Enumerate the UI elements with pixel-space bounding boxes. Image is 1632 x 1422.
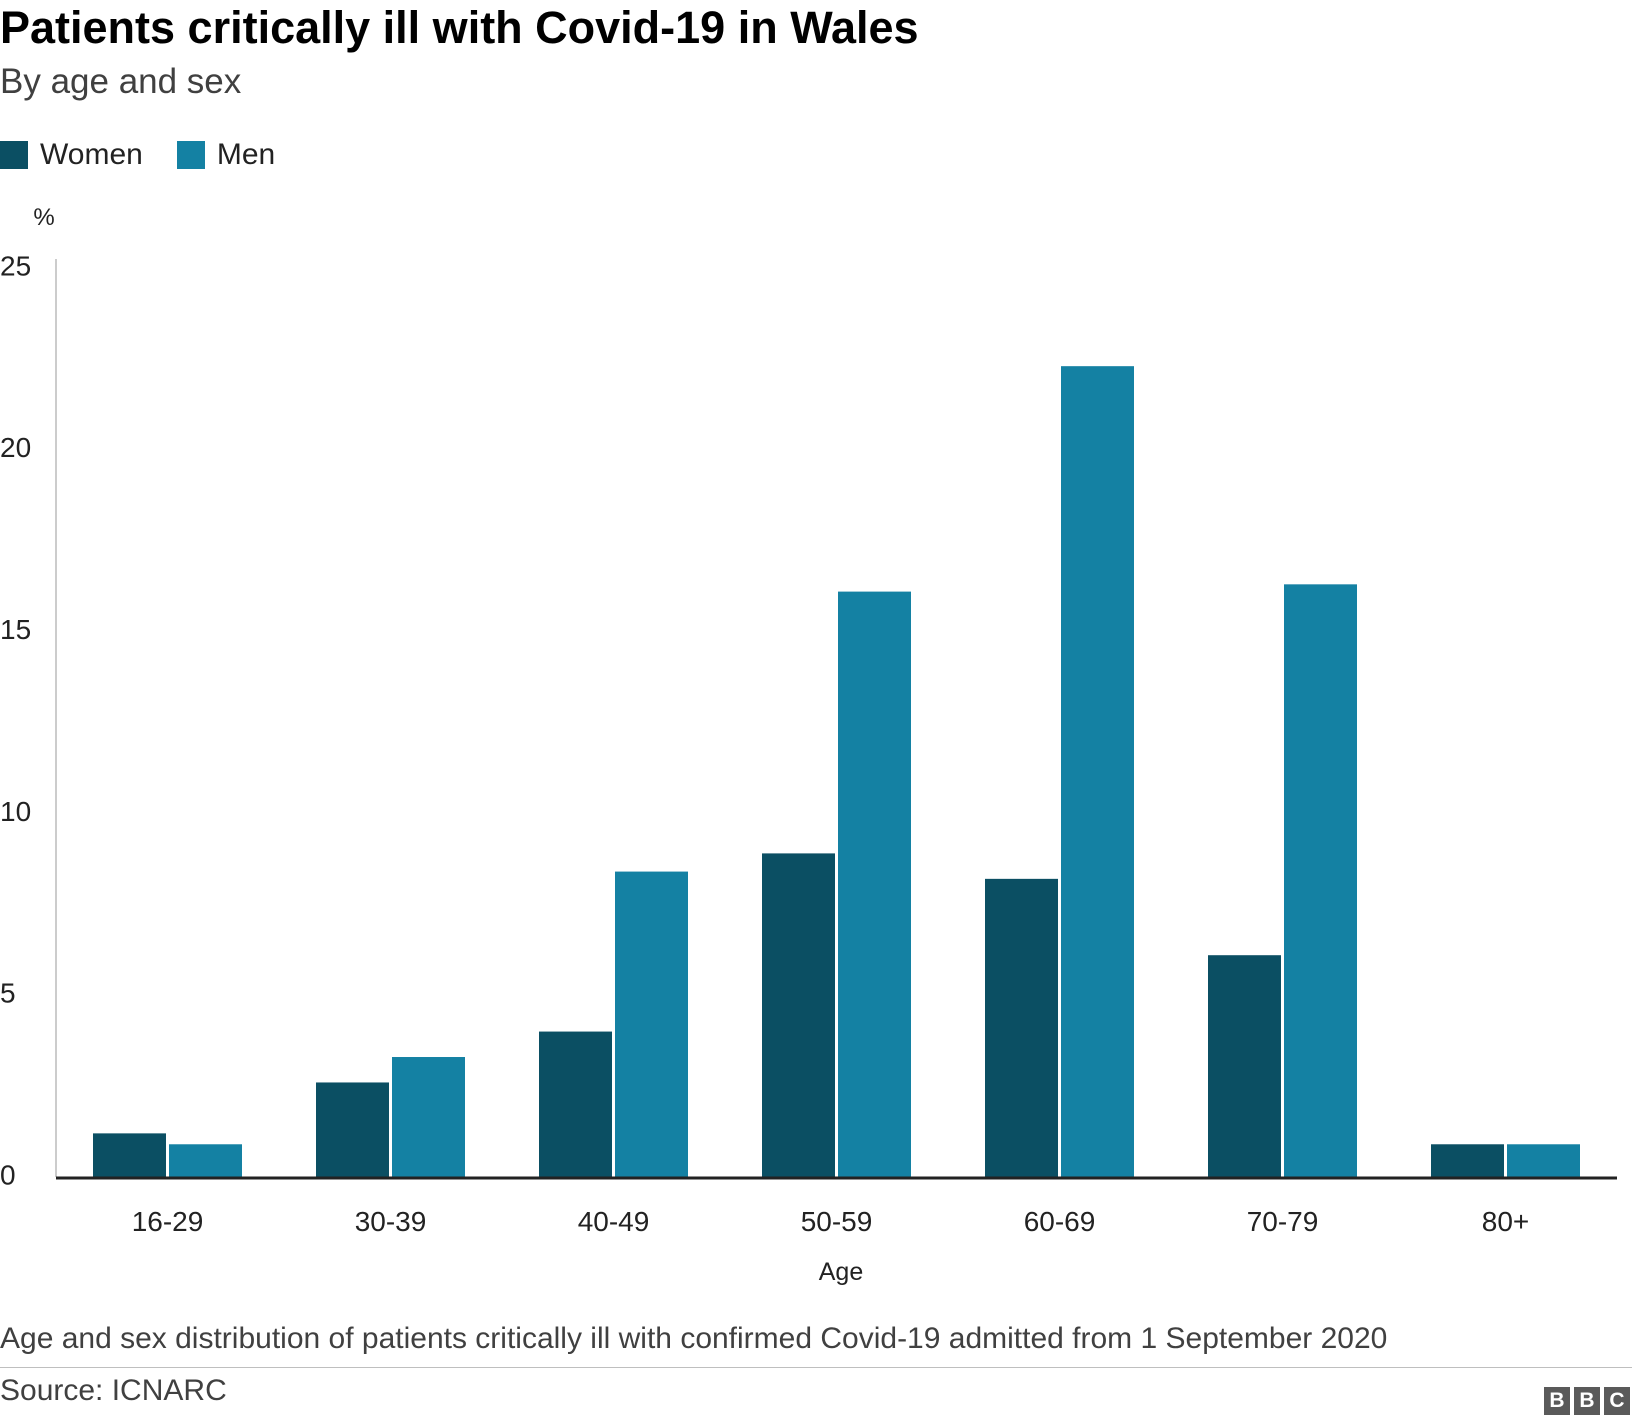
bar-women <box>1431 1144 1504 1177</box>
x-tick-label: 80+ <box>1482 1206 1530 1237</box>
y-tick-label: 20 <box>0 432 31 463</box>
x-tick-label: 60-69 <box>1024 1206 1096 1237</box>
legend-label-men: Men <box>216 138 276 171</box>
legend-swatch-women <box>0 141 28 169</box>
bar-men <box>169 1144 242 1177</box>
x-tick-label: 16-29 <box>132 1206 204 1237</box>
y-axis-unit-label: % <box>33 204 54 231</box>
bar-men <box>1284 584 1357 1177</box>
bbc-logo-letter: B <box>1574 1387 1600 1415</box>
chart-title: Patients critically ill with Covid-19 in… <box>0 2 919 53</box>
chart-subtitle: By age and sex <box>0 62 242 101</box>
bar-women <box>1208 955 1281 1177</box>
y-tick-label: 15 <box>0 614 31 645</box>
bar-women <box>985 878 1058 1177</box>
bar-women <box>762 853 835 1177</box>
bars <box>93 366 1580 1177</box>
bar-women <box>316 1082 389 1177</box>
footer-divider <box>0 1367 1632 1368</box>
bar-women <box>93 1133 166 1177</box>
bar-chart: 0 5 10 15 20 25 16-29 30-39 40-49 50-59 60-69 70-7… <box>0 204 1617 1286</box>
x-tick-label: 50-59 <box>801 1206 873 1237</box>
y-tick-label: 5 <box>0 978 16 1009</box>
bar-men <box>392 1057 465 1177</box>
bar-men <box>1061 366 1134 1177</box>
legend-swatch-men <box>176 141 205 169</box>
y-axis-ticks: 0 5 10 15 20 25 <box>0 250 31 1190</box>
bar-women <box>539 1031 612 1177</box>
source-label: Source: ICNARC <box>0 1374 227 1407</box>
y-tick-label: 10 <box>0 796 31 827</box>
legend-label-women: Women <box>40 138 143 171</box>
x-tick-label: 70-79 <box>1247 1206 1319 1237</box>
x-axis-ticks: 16-29 30-39 40-49 50-59 60-69 70-79 80+ <box>132 1206 1530 1237</box>
legend-item-men: Men <box>176 138 276 172</box>
x-tick-label: 30-39 <box>355 1206 427 1237</box>
bar-men <box>1507 1144 1580 1177</box>
x-axis-title: Age <box>819 1258 863 1286</box>
bbc-logo-letter: C <box>1604 1387 1630 1415</box>
y-tick-label: 0 <box>0 1159 16 1190</box>
bar-men <box>838 591 911 1177</box>
x-tick-label: 40-49 <box>578 1206 650 1237</box>
legend: Women Men <box>0 135 309 175</box>
y-tick-label: 25 <box>0 250 31 281</box>
footnote: Age and sex distribution of patients cri… <box>0 1322 1388 1355</box>
bar-men <box>615 871 688 1177</box>
legend-item-women: Women <box>0 138 143 172</box>
bbc-logo: B B C <box>1540 1387 1630 1415</box>
bbc-logo-letter: B <box>1544 1387 1570 1415</box>
